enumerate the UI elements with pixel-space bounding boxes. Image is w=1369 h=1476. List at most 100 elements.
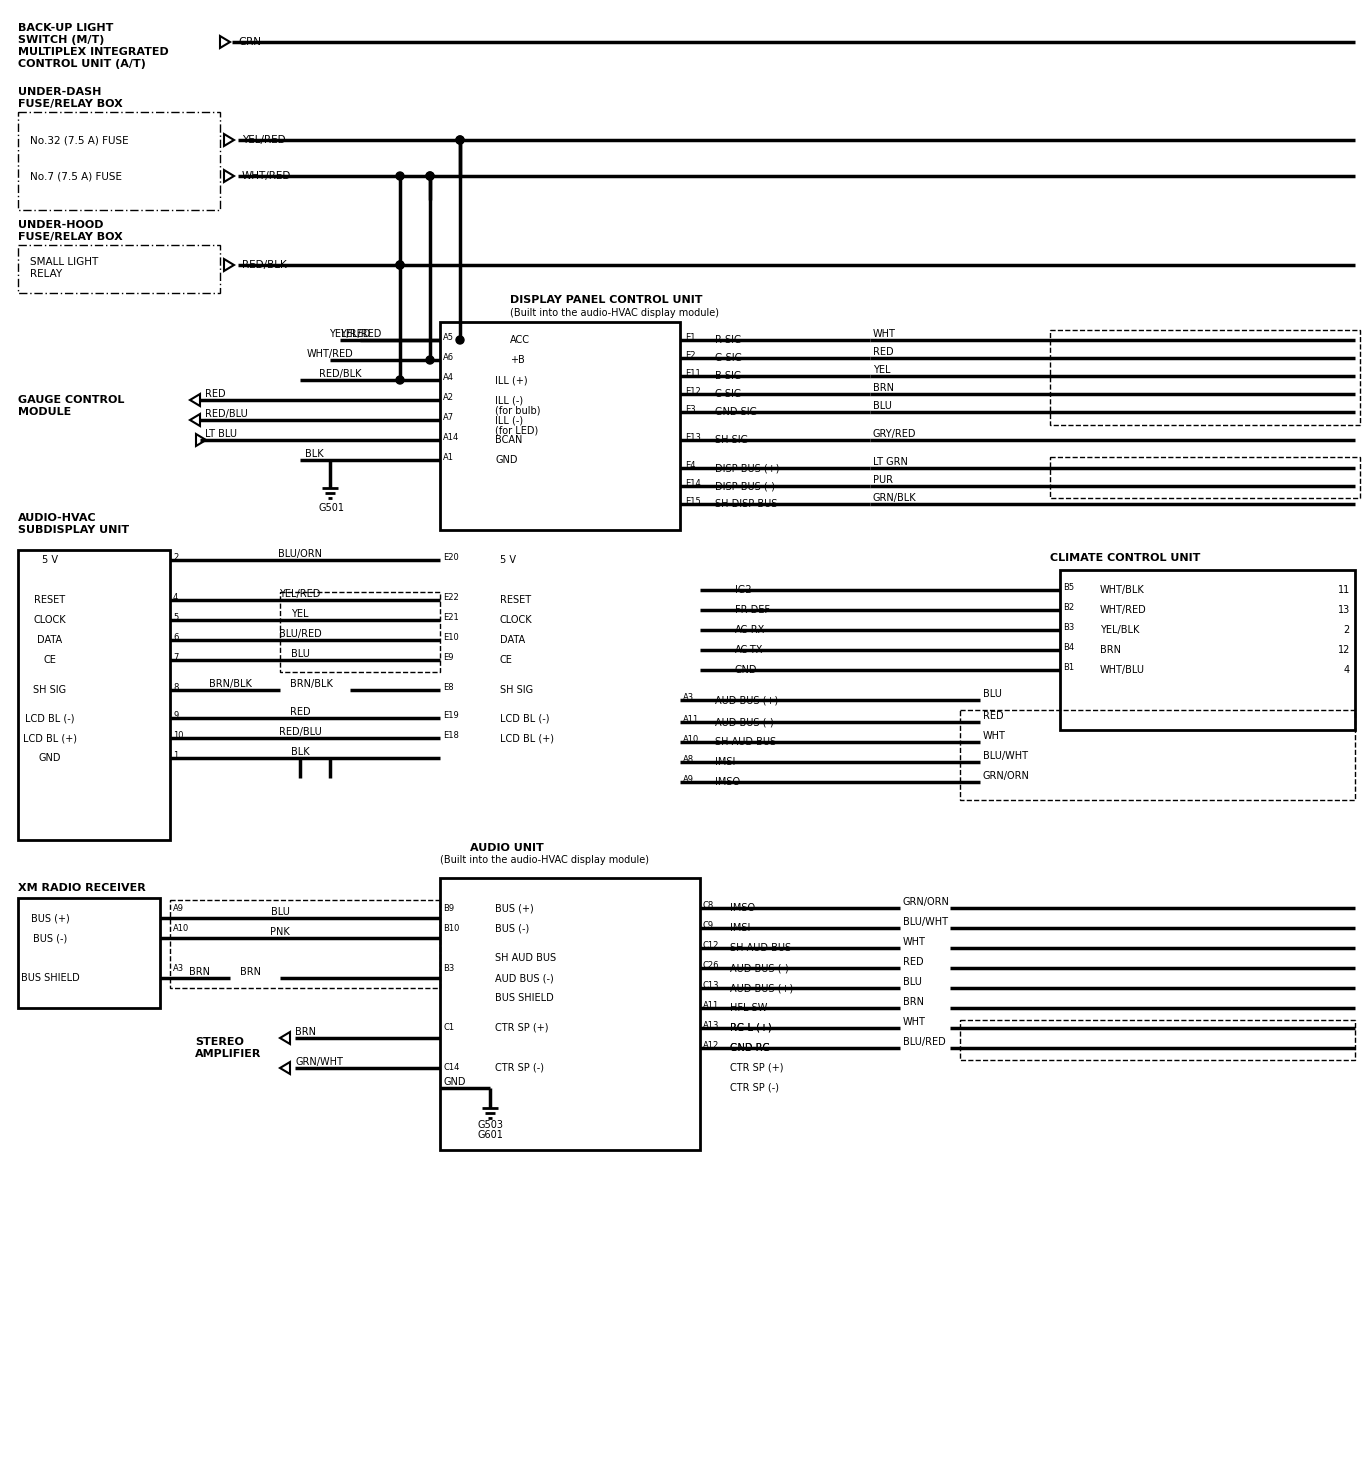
Circle shape: [426, 356, 434, 365]
Text: A1: A1: [444, 453, 455, 462]
Text: WHT/RED: WHT/RED: [307, 348, 353, 359]
Text: SH AUD BUS: SH AUD BUS: [496, 953, 556, 962]
Text: E21: E21: [444, 613, 459, 621]
Text: GRN/ORN: GRN/ORN: [904, 897, 950, 906]
Text: RED: RED: [983, 711, 1003, 720]
Text: GRN/ORN: GRN/ORN: [983, 770, 1029, 781]
Text: BLU: BLU: [290, 649, 309, 658]
Text: BLK: BLK: [305, 449, 323, 459]
Text: SWITCH (M/T): SWITCH (M/T): [18, 35, 104, 44]
Text: PNK: PNK: [270, 927, 290, 937]
Text: 6: 6: [172, 633, 178, 642]
Text: E3: E3: [684, 404, 695, 413]
Text: AC-TX: AC-TX: [735, 645, 764, 655]
Text: BRN: BRN: [873, 382, 894, 393]
Circle shape: [396, 173, 404, 180]
Text: A13: A13: [704, 1020, 719, 1029]
Text: No.32 (7.5 A) FUSE: No.32 (7.5 A) FUSE: [30, 134, 129, 145]
Text: LCD BL (+): LCD BL (+): [500, 734, 554, 742]
Text: YEL/RED: YEL/RED: [242, 134, 286, 145]
Text: SH DISP BUS: SH DISP BUS: [715, 499, 778, 509]
Text: E1: E1: [684, 332, 695, 341]
Circle shape: [456, 136, 464, 145]
Text: STEREO: STEREO: [194, 1038, 244, 1046]
Circle shape: [456, 136, 464, 145]
Circle shape: [396, 376, 404, 384]
Text: IMSO: IMSO: [730, 903, 756, 914]
Text: BRN: BRN: [240, 967, 261, 977]
Text: BLU/RED: BLU/RED: [279, 629, 322, 639]
Text: AUD BUS (+): AUD BUS (+): [730, 983, 793, 993]
Text: E13: E13: [684, 432, 701, 441]
Text: E11: E11: [684, 369, 701, 378]
Text: IMSI: IMSI: [715, 757, 735, 768]
Text: DISP BUS (-): DISP BUS (-): [715, 481, 775, 492]
Text: C26: C26: [704, 961, 720, 970]
Text: E20: E20: [444, 552, 459, 561]
Text: AUD BUS (-): AUD BUS (-): [496, 973, 553, 983]
Text: DISP BUS (+): DISP BUS (+): [715, 463, 779, 472]
Text: WHT/RED: WHT/RED: [242, 171, 292, 182]
Text: SH AUD BUS: SH AUD BUS: [730, 943, 791, 953]
Text: SH SIG: SH SIG: [715, 435, 747, 444]
Text: AUDIO UNIT: AUDIO UNIT: [470, 843, 543, 853]
Text: LT GRN: LT GRN: [873, 458, 908, 466]
Text: (Built into the audio-HVAC display module): (Built into the audio-HVAC display modul…: [511, 308, 719, 317]
Text: A10: A10: [683, 735, 700, 744]
Text: UNDER-HOOD: UNDER-HOOD: [18, 220, 104, 230]
Text: BACK-UP LIGHT: BACK-UP LIGHT: [18, 24, 114, 32]
Text: BLU/ORN: BLU/ORN: [278, 549, 322, 559]
Text: ILL (-): ILL (-): [496, 415, 523, 425]
Text: MULTIPLEX INTEGRATED: MULTIPLEX INTEGRATED: [18, 47, 168, 58]
Text: B2: B2: [1062, 602, 1075, 611]
Text: 13: 13: [1338, 605, 1350, 615]
Text: AUD BUS (-): AUD BUS (-): [730, 962, 789, 973]
Text: A11: A11: [704, 1001, 719, 1010]
Text: DATA: DATA: [500, 635, 526, 645]
Text: C12: C12: [704, 940, 719, 949]
Text: BLU: BLU: [271, 906, 289, 917]
Text: 4: 4: [1344, 666, 1350, 675]
Text: E15: E15: [684, 496, 701, 505]
Text: RED/BLK: RED/BLK: [242, 260, 286, 270]
Text: GND: GND: [444, 1077, 465, 1086]
Text: A6: A6: [444, 353, 455, 362]
Text: RED/BLK: RED/BLK: [319, 369, 361, 379]
Circle shape: [396, 261, 404, 269]
Text: UNDER-DASH: UNDER-DASH: [18, 87, 101, 97]
Text: SMALL LIGHT: SMALL LIGHT: [30, 257, 99, 267]
Text: C13: C13: [704, 980, 720, 989]
Text: CONTROL UNIT (A/T): CONTROL UNIT (A/T): [18, 59, 146, 69]
Text: B4: B4: [1062, 642, 1075, 651]
Text: YEL/RED: YEL/RED: [330, 329, 371, 339]
Text: G SIG: G SIG: [715, 353, 742, 363]
Text: BUS SHIELD: BUS SHIELD: [496, 993, 553, 1004]
Text: FUSE/RELAY BOX: FUSE/RELAY BOX: [18, 99, 123, 109]
Text: BUS SHIELD: BUS SHIELD: [21, 973, 79, 983]
Text: E2: E2: [684, 350, 695, 360]
Text: GND SIG: GND SIG: [715, 407, 757, 418]
Text: B5: B5: [1062, 583, 1075, 592]
Text: 2: 2: [172, 552, 178, 561]
Text: YEL/RED: YEL/RED: [279, 589, 320, 599]
Text: GND RG: GND RG: [730, 1044, 769, 1052]
Text: E22: E22: [444, 592, 459, 602]
Text: C14: C14: [444, 1064, 460, 1073]
Text: DISPLAY PANEL CONTROL UNIT: DISPLAY PANEL CONTROL UNIT: [511, 295, 702, 306]
Text: BLU: BLU: [983, 689, 1002, 700]
Text: E10: E10: [444, 633, 459, 642]
Text: B SIG: B SIG: [715, 370, 742, 381]
Text: RG L (+): RG L (+): [730, 1023, 772, 1033]
Text: B9: B9: [444, 903, 455, 912]
Text: 1: 1: [172, 750, 178, 760]
Text: E8: E8: [444, 682, 453, 691]
Text: RED/BLU: RED/BLU: [279, 728, 322, 737]
Text: YEL: YEL: [292, 610, 309, 618]
Text: BUS (-): BUS (-): [496, 922, 530, 933]
Text: IMSI: IMSI: [730, 922, 750, 933]
Text: E12: E12: [684, 387, 701, 396]
Text: BLU/WHT: BLU/WHT: [904, 917, 947, 927]
Text: BCAN: BCAN: [496, 435, 523, 444]
Text: BLU/RED: BLU/RED: [904, 1038, 946, 1046]
Text: 12: 12: [1338, 645, 1350, 655]
